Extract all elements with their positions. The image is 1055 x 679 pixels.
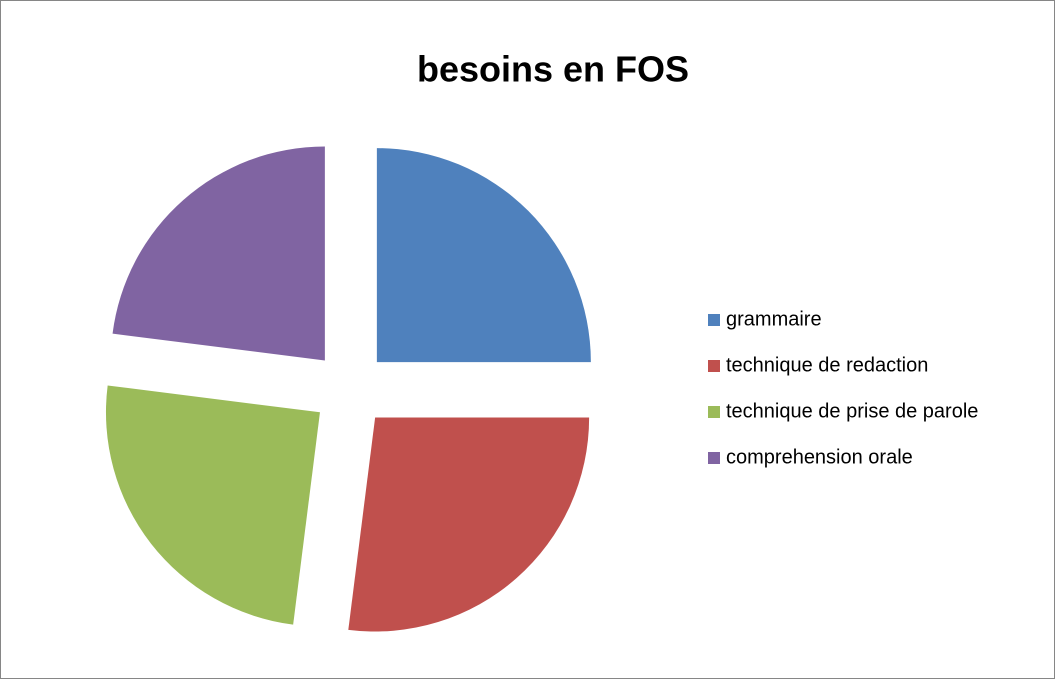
legend-swatch <box>708 360 720 372</box>
pie-slice <box>105 385 320 625</box>
legend-swatch <box>708 314 720 326</box>
legend-label: technique de prise de parole <box>726 400 978 422</box>
chart-title: besoins en FOS <box>417 49 689 90</box>
pie-slice <box>376 148 591 363</box>
legend-label: grammaire <box>726 308 822 330</box>
legend-swatch <box>708 406 720 418</box>
legend-swatch <box>708 452 720 464</box>
legend-label: comprehension orale <box>726 446 913 468</box>
legend-label: technique de redaction <box>726 354 928 376</box>
pie-slice <box>112 146 325 361</box>
pie-slice <box>348 417 590 632</box>
